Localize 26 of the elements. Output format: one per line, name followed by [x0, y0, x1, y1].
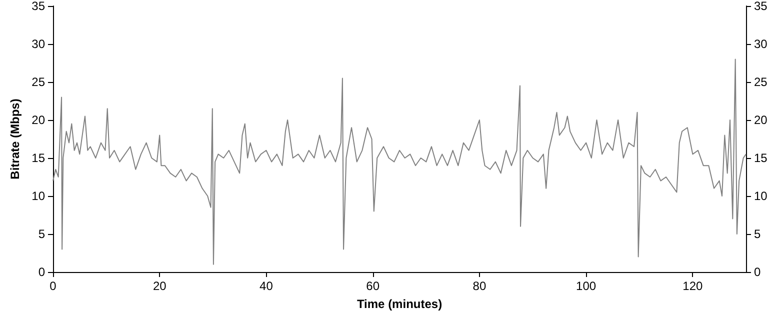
- y2-tick-label: 15: [754, 151, 768, 165]
- y-tick-label: 25: [32, 75, 46, 89]
- y2-tick-label: 20: [754, 113, 768, 127]
- x-tick-label: 0: [50, 279, 57, 293]
- y-tick-label: 5: [38, 227, 46, 241]
- y-tick-label: 20: [32, 113, 46, 127]
- y2-tick-label: 30: [754, 37, 768, 51]
- x-tick-label: 120: [682, 279, 704, 293]
- y2-tick-label: 35: [754, 0, 768, 13]
- y-tick-label: 0: [38, 265, 46, 279]
- x-tick-label: 80: [472, 279, 486, 293]
- y-tick-label: 35: [32, 0, 46, 13]
- y2-tick-label: 5: [754, 227, 761, 241]
- x-tick-label: 60: [366, 279, 380, 293]
- x-tick-label: 40: [260, 279, 274, 293]
- line-series: [52, 58, 746, 265]
- x-tick-label: 20: [152, 279, 167, 293]
- y-tick-label: 30: [32, 37, 46, 51]
- y2-tick-label: 25: [754, 75, 768, 89]
- y-tick-label: 15: [32, 151, 46, 165]
- y-axis-title: Bitrate (Mbps): [8, 98, 22, 180]
- y-tick-label: 10: [32, 189, 46, 203]
- x-tick-label: 100: [576, 279, 596, 293]
- y2-tick-label: 10: [754, 189, 768, 203]
- x-axis-title: Time (minutes): [356, 297, 442, 311]
- y2-tick-label: 0: [754, 265, 761, 279]
